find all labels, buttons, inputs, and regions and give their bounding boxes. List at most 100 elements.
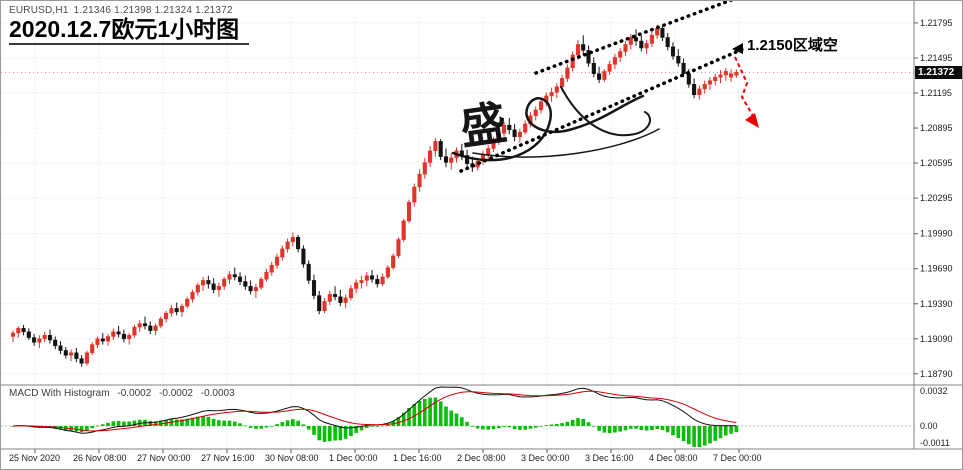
candle [333,286,338,301]
macd-histogram-bar [401,412,406,426]
macd-histogram-bar [665,426,670,433]
candle [586,45,591,67]
macd-histogram-bar [528,426,533,429]
macd-histogram-bar [607,426,612,433]
candle [359,275,364,289]
candle [216,282,221,297]
symbol-ohlc-line: EURUSD,H1 1.21346 1.21398 1.21324 1.21372 [9,5,238,16]
candle [137,320,142,332]
symbol-label: EURUSD,H1 [9,5,69,16]
macd-histogram-bar [533,426,538,428]
candle [222,276,227,290]
candle [612,53,617,70]
macd-histogram-bar [460,417,464,426]
candle [301,245,306,268]
macd-histogram-bar [386,423,390,426]
macd-histogram-bar [708,426,712,444]
macd-value-3: -0.0003 [200,388,235,399]
candle [264,268,269,282]
macd-histogram-bar [597,426,601,431]
candle [259,276,264,290]
candle [174,302,179,316]
candle [327,290,332,305]
candle [248,280,253,295]
macd-histogram-bar [676,426,681,438]
macd-histogram-bar [592,426,596,427]
candle [26,328,31,340]
candle [607,60,612,75]
macd-histogram-bar [11,426,15,427]
macd-histogram-bar [85,426,89,431]
candle [90,342,95,356]
candle [523,120,528,135]
candle [158,316,163,329]
time-axis-label: 25 Nov 2020 [9,453,60,463]
candle [406,199,412,224]
price-axis-label: 1.21195 [920,88,952,98]
candle [565,64,570,82]
macd-histogram-bar [687,426,691,445]
candle [633,29,639,46]
macd-panel[interactable] [1,386,914,447]
macd-histogram-bar [502,426,506,427]
candle [79,355,84,367]
macd-histogram-bar [317,426,321,441]
candle [95,336,100,349]
candle [290,232,295,247]
macd-histogram-bar [555,424,559,426]
candle [660,25,665,41]
sell-direction-arrow[interactable] [734,56,757,122]
price-axis-label: 1.19390 [920,299,953,309]
macd-histogram-bar [201,416,205,426]
candle [47,329,53,344]
macd-histogram-bar [79,426,84,433]
candle [412,183,417,207]
macd-histogram-bar [724,426,728,436]
macd-histogram-bar [196,416,200,426]
macd-histogram-bar [248,426,253,428]
macd-histogram-bar [343,426,348,439]
macd-histogram-bar [301,424,306,426]
macd-histogram-bar [333,426,337,441]
wedge-lower-trendline[interactable] [459,47,745,173]
macd-histogram-bar [481,426,485,430]
candle [69,349,74,361]
time-axis-label: 1 Dec 16:00 [393,453,442,463]
candle [354,279,359,294]
annotation-arrowhead [732,43,743,54]
candle [697,85,702,100]
candle [105,334,111,346]
macd-histogram-bar [275,424,279,426]
candle [702,80,707,94]
candle [670,42,676,60]
candle [84,350,89,366]
candle [142,316,148,330]
candle [364,272,369,287]
sell-arrow-head [745,113,759,128]
macd-histogram-bar [233,421,237,426]
price-axis-label: 1.21795 [920,18,953,28]
macd-histogram-bar [449,410,453,426]
macd-name: MACD With Histogram [9,388,110,399]
candle [195,282,200,296]
annotation-target-label: 1.2150区域空 [747,37,838,54]
candle [317,290,322,315]
wedge-upper-trendline[interactable] [534,1,734,75]
candle [618,48,623,62]
candle [591,57,596,78]
candle [676,49,681,67]
macd-histogram-bar [328,426,332,442]
candle [121,329,126,343]
macd-histogram-bar [491,426,496,430]
macd-histogram-bar [581,418,585,426]
candle [280,245,285,261]
candle [148,321,153,335]
price-axis-label: 1.20295 [920,193,953,203]
macd-histogram-bar [650,426,654,431]
candle [237,272,243,286]
macd-histogram-bar [280,422,285,426]
macd-histogram-bar [586,422,591,426]
candle [396,237,401,259]
